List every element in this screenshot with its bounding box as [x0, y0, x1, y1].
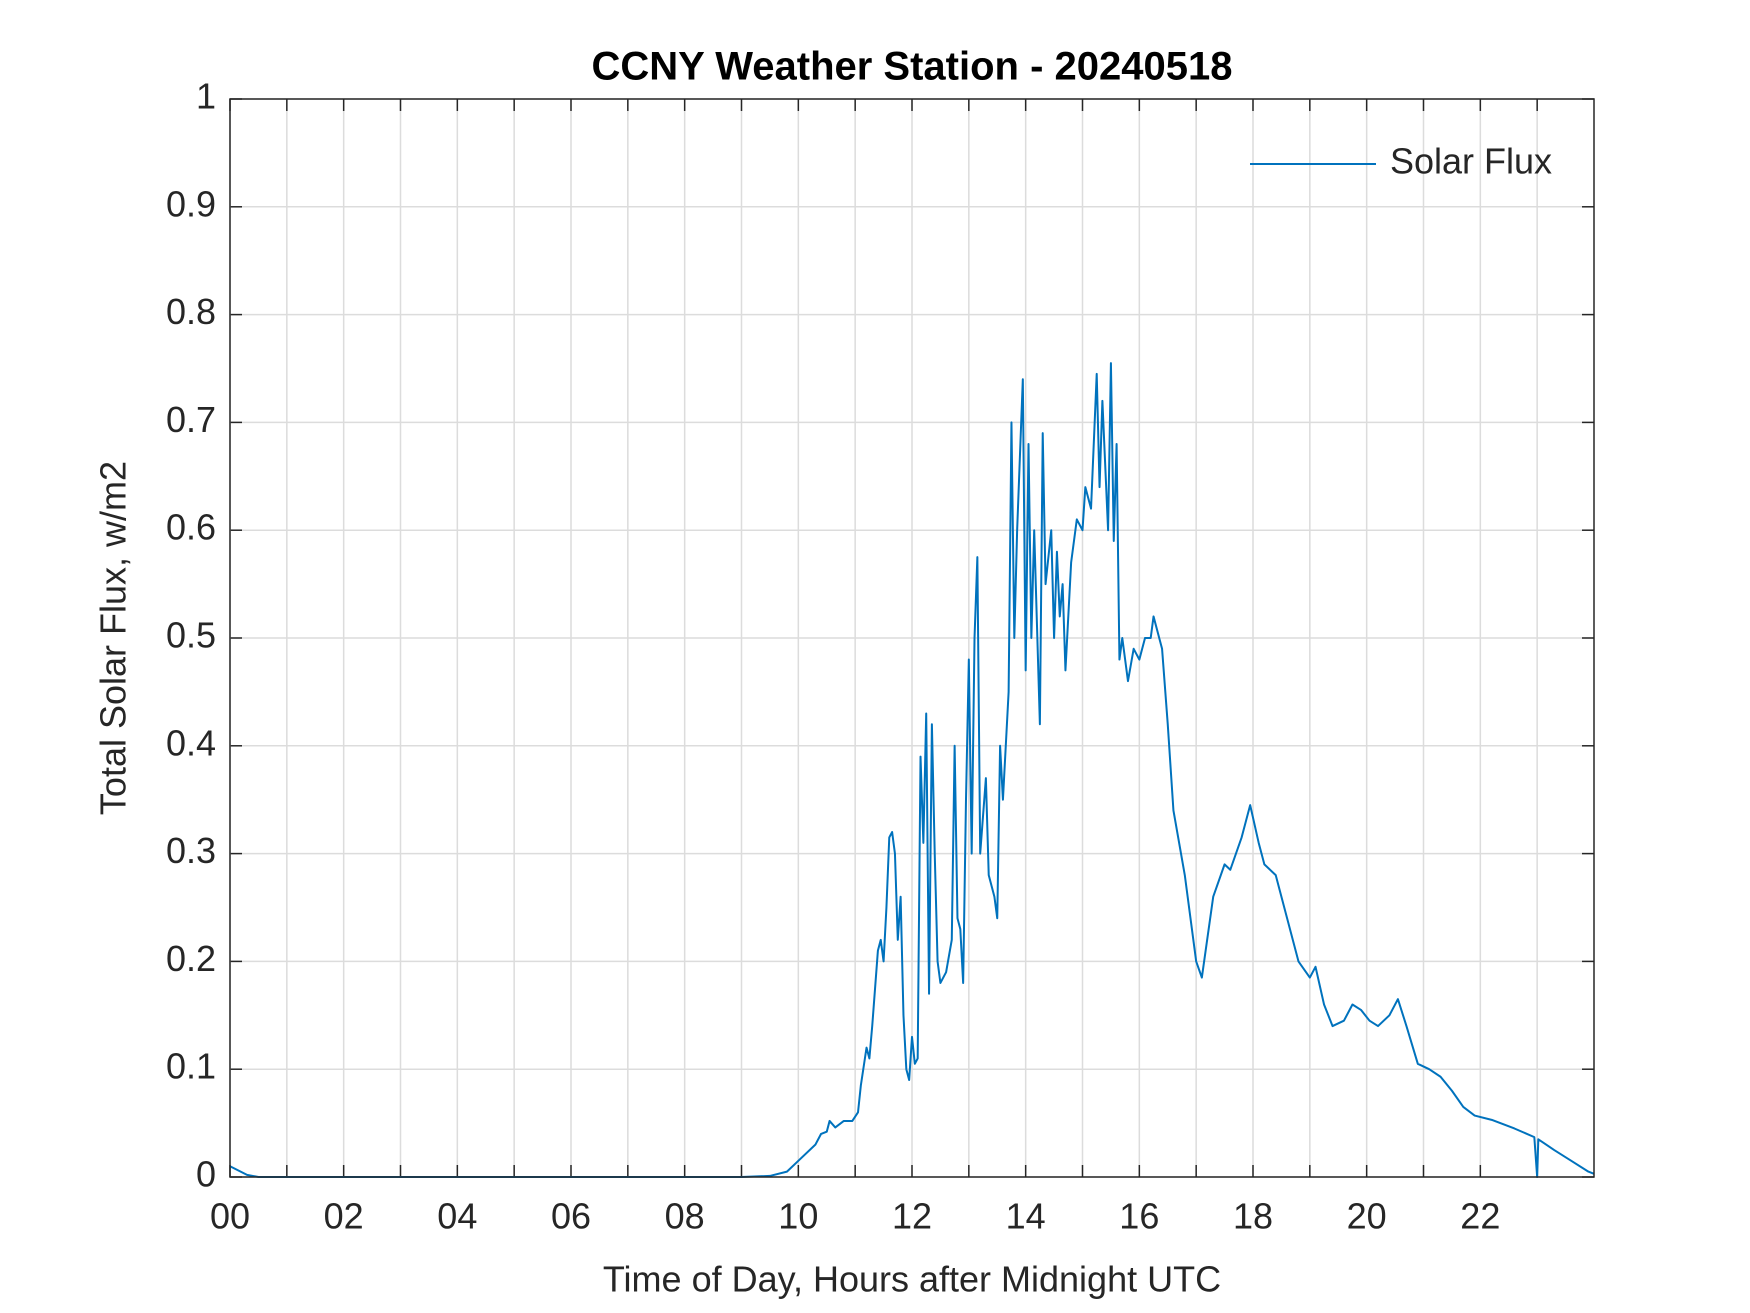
y-tick-label: 0.2: [166, 938, 216, 979]
x-tick-label: 04: [437, 1196, 477, 1237]
y-axis-label: Total Solar Flux, w/m2: [93, 461, 134, 815]
x-tick-label: 14: [1006, 1196, 1046, 1237]
line-series: [229, 362, 1595, 1178]
x-tick-label: 20: [1347, 1196, 1387, 1237]
x-tick-label: 12: [892, 1196, 932, 1237]
y-tick-label: 0.9: [166, 183, 216, 224]
x-tick-label: 08: [665, 1196, 705, 1237]
x-tick-label: 10: [778, 1196, 818, 1237]
y-tick-label: 0.8: [166, 291, 216, 332]
y-tick-label: 0.4: [166, 722, 216, 763]
y-tick-label: 0.3: [166, 830, 216, 871]
y-tick-label: 0.1: [166, 1046, 216, 1087]
y-tick-label: 0: [196, 1154, 216, 1195]
x-axis-label: Time of Day, Hours after Midnight UTC: [603, 1259, 1221, 1300]
x-tick-label: 00: [210, 1196, 250, 1237]
y-tick-label: 0.7: [166, 399, 216, 440]
x-tick-label: 18: [1233, 1196, 1273, 1237]
x-tick-label: 06: [551, 1196, 591, 1237]
chart-title: CCNY Weather Station - 20240518: [592, 45, 1233, 89]
x-tick-label: 16: [1119, 1196, 1159, 1237]
y-tick-label: 0.6: [166, 507, 216, 548]
plot-frame: [229, 98, 1595, 1178]
x-tick-label: 02: [324, 1196, 364, 1237]
y-tick-label: 1: [196, 76, 216, 117]
x-tick-label: 22: [1460, 1196, 1500, 1237]
y-tick-label: 0.5: [166, 615, 216, 656]
legend-label: Solar Flux: [1390, 141, 1552, 182]
